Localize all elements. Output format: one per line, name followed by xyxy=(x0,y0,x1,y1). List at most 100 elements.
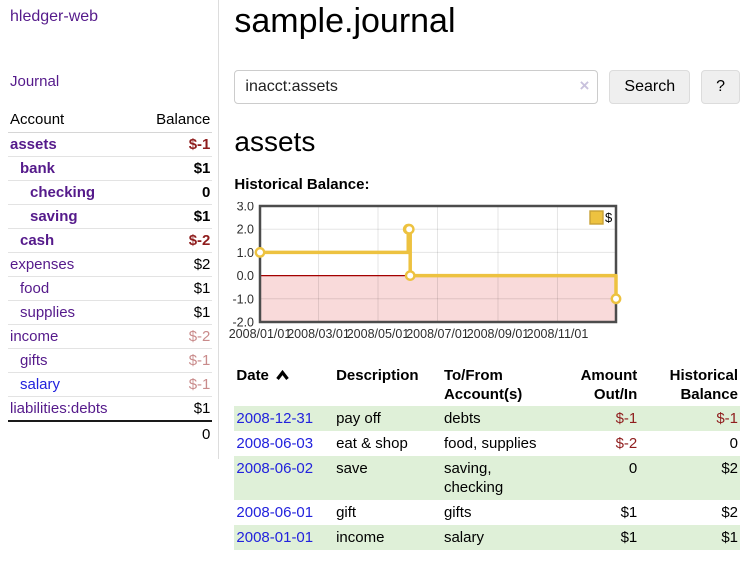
account-balance: $-2 xyxy=(137,324,213,349)
search-form: × Search ? xyxy=(234,70,740,104)
account-row: checking 0 xyxy=(8,180,213,205)
register-header-date[interactable]: Date xyxy=(234,364,334,406)
transaction-description: gift xyxy=(336,504,357,521)
account-balance: $2 xyxy=(137,252,213,277)
svg-text:3.0: 3.0 xyxy=(237,202,254,214)
accounts-total-spacer xyxy=(8,420,138,447)
accounts-header-balance: Balance xyxy=(137,107,213,133)
clear-search-icon[interactable]: × xyxy=(579,76,590,95)
svg-text:-2.0: -2.0 xyxy=(233,316,255,330)
account-link-income[interactable]: income xyxy=(10,328,59,345)
transaction-amount: $-2 xyxy=(615,435,638,452)
sidebar: hledger-web Journal Account Balance asse… xyxy=(0,0,220,459)
account-row: gifts $-1 xyxy=(8,348,213,373)
account-link-gifts[interactable]: gifts xyxy=(20,352,48,369)
accounts-total-value: 0 xyxy=(137,420,213,447)
account-row: cash $-2 xyxy=(8,228,213,253)
transaction-accounts: saving, checking xyxy=(443,460,504,496)
account-row: bank $1 xyxy=(8,156,213,181)
svg-text:2008/07/01: 2008/07/01 xyxy=(407,327,470,341)
svg-text:2.0: 2.0 xyxy=(237,223,254,237)
accounts-balance-table: Account Balance assets $-1 bank $1 checking 0… xyxy=(8,107,213,447)
transaction-balance: 0 xyxy=(729,435,738,452)
transaction-date-link[interactable]: 2008-06-03 xyxy=(236,435,314,452)
svg-text:0.0: 0.0 xyxy=(237,269,254,283)
transaction-accounts: gifts xyxy=(443,504,472,521)
transaction-accounts: food, supplies xyxy=(443,435,537,452)
sort-ascending-icon xyxy=(276,369,289,380)
page-title: sample.journal xyxy=(234,2,456,40)
transaction-date-link[interactable]: 2008-12-31 xyxy=(236,410,314,427)
account-balance: $1 xyxy=(137,156,213,181)
account-row: expenses $2 xyxy=(8,252,213,277)
app-title-link[interactable]: hledger-web xyxy=(10,8,99,25)
account-link-salary[interactable]: salary xyxy=(20,376,61,393)
account-row: salary $-1 xyxy=(8,372,213,397)
accounts-header-account: Account xyxy=(8,107,138,133)
account-balance: $1 xyxy=(137,204,213,229)
chart-title: Historical Balance: xyxy=(234,176,370,193)
transaction-balance: $2 xyxy=(721,460,738,477)
account-link-expenses[interactable]: expenses xyxy=(10,256,75,273)
search-box: × xyxy=(234,70,599,104)
account-balance: $-1 xyxy=(137,132,213,157)
register-row: 2008-06-03 eat & shop food, supplies $-2 0 xyxy=(234,431,740,456)
transaction-description: save xyxy=(336,460,368,477)
register-header-accounts: To/From Account(s) xyxy=(443,367,523,403)
historical-balance-chart[interactable]: 3.0 2.0 1.0 0.0 -1.0 -2.02008/01/012008/03/01… xyxy=(224,202,622,344)
transaction-accounts: salary xyxy=(443,529,484,546)
transaction-amount: 0 xyxy=(628,460,638,477)
account-balance: $1 xyxy=(137,300,213,325)
account-row: food $1 xyxy=(8,276,213,301)
account-link-liabilities-debts[interactable]: liabilities:debts xyxy=(10,400,108,417)
transaction-balance: $2 xyxy=(721,504,738,521)
account-row: supplies $1 xyxy=(8,300,213,325)
register-row: 2008-06-02 save saving, checking 0 $2 xyxy=(234,456,740,500)
register-header-description: Description xyxy=(336,367,419,384)
transaction-amount: $1 xyxy=(620,529,638,546)
account-balance: $-1 xyxy=(137,348,213,373)
account-link-supplies[interactable]: supplies xyxy=(20,304,76,321)
transaction-date-link[interactable]: 2008-06-01 xyxy=(236,504,314,521)
search-input[interactable] xyxy=(234,70,599,104)
account-link-checking[interactable]: checking xyxy=(30,184,96,201)
register-header-row: Date Description To/From Account(s) Amou… xyxy=(234,364,740,406)
transaction-description: pay off xyxy=(336,410,381,427)
main-content: sample.journal × Search ? assets Histori… xyxy=(219,0,742,550)
svg-text:-1.0: -1.0 xyxy=(233,292,255,306)
account-link-bank[interactable]: bank xyxy=(20,160,56,177)
svg-text:2008/11/01: 2008/11/01 xyxy=(527,327,589,341)
account-balance: 0 xyxy=(137,180,213,205)
account-link-cash[interactable]: cash xyxy=(20,232,55,249)
account-link-assets[interactable]: assets xyxy=(10,136,57,153)
app-window: hledger-web Journal Account Balance asse… xyxy=(0,0,742,550)
accounts-header-row: Account Balance xyxy=(8,107,213,133)
account-balance: $-2 xyxy=(137,228,213,253)
help-button[interactable]: ? xyxy=(701,70,740,104)
register-row: 2008-12-31 pay off debts $-1 $-1 xyxy=(234,406,740,431)
svg-text:1.0: 1.0 xyxy=(237,246,254,260)
svg-text:2008/05/01: 2008/05/01 xyxy=(347,327,410,341)
accounts-total-row: 0 xyxy=(8,420,213,447)
transaction-date-link[interactable]: 2008-06-02 xyxy=(236,460,314,477)
search-button[interactable]: Search xyxy=(609,70,691,104)
account-balance: $-1 xyxy=(137,372,213,397)
transaction-description: income xyxy=(336,529,385,546)
account-link-food[interactable]: food xyxy=(20,280,50,297)
transaction-balance: $1 xyxy=(721,529,738,546)
account-row: saving $1 xyxy=(8,204,213,229)
register-table: Date Description To/From Account(s) Amou… xyxy=(234,364,740,550)
register-header-balance: Historical Balance xyxy=(669,367,738,403)
sidebar-item-journal[interactable]: Journal xyxy=(10,73,60,90)
svg-text:2008/03/01: 2008/03/01 xyxy=(288,327,351,341)
account-link-saving[interactable]: saving xyxy=(30,208,78,225)
account-row: assets $-1 xyxy=(8,132,213,157)
svg-text:2008/09/01: 2008/09/01 xyxy=(467,327,530,341)
transaction-date-link[interactable]: 2008-01-01 xyxy=(236,529,314,546)
account-heading: assets xyxy=(234,126,316,157)
register-row: 2008-01-01 income salary $1 $1 xyxy=(234,525,740,550)
account-balance: $1 xyxy=(137,276,213,301)
account-row: income $-2 xyxy=(8,324,213,349)
transaction-amount: $-1 xyxy=(615,410,638,427)
register-header-date-label: Date xyxy=(236,367,269,384)
